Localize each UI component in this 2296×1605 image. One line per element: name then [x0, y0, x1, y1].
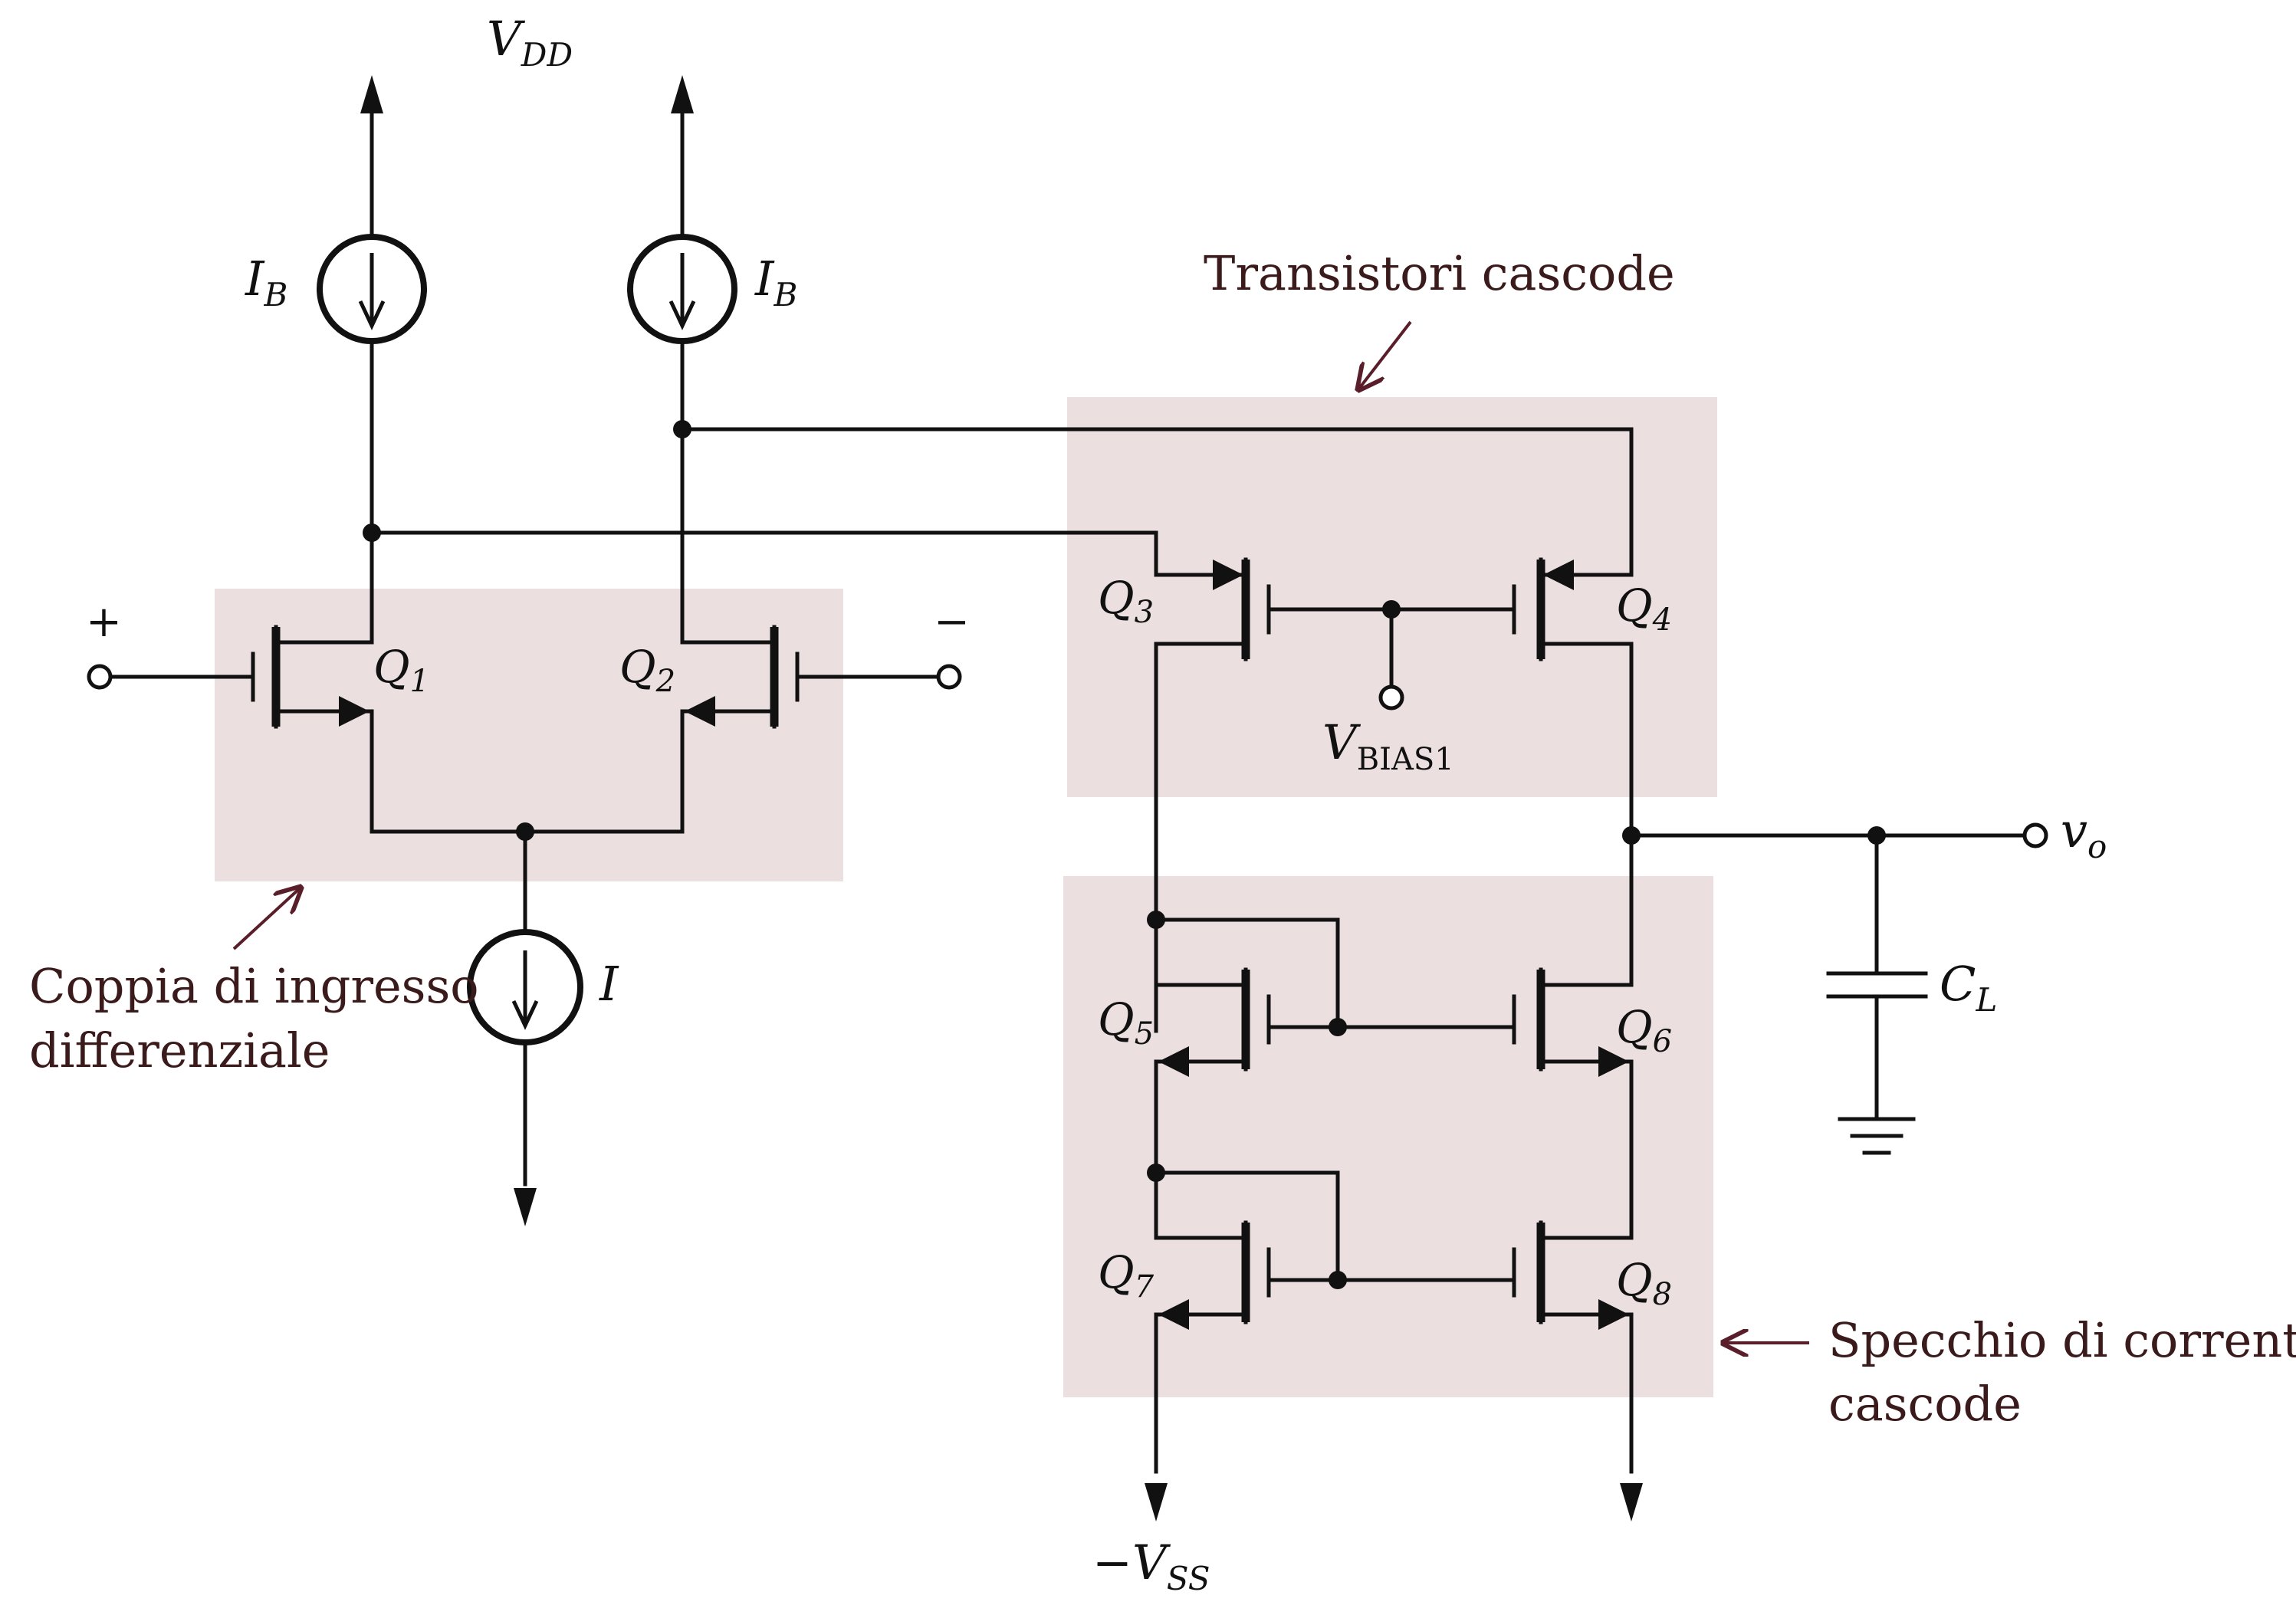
- cl-label: CL: [1940, 956, 1997, 1019]
- channel-bars: [271, 560, 1545, 1322]
- current-source-ib-left: [317, 234, 427, 344]
- current-source-ib-right: [627, 234, 737, 344]
- minus-input-label: −: [934, 597, 970, 647]
- tail-current-label: I: [599, 956, 619, 1012]
- current-source-tail: [467, 929, 583, 1045]
- q7-arrow: [1158, 1299, 1189, 1330]
- vdd-label: VDD: [487, 11, 573, 74]
- minus-input-terminal: [936, 664, 962, 690]
- q2-label: Q2: [619, 641, 675, 699]
- vss-arrow-left: [1145, 1483, 1168, 1521]
- q5-arrow: [1158, 1046, 1189, 1077]
- q6-arrow: [1598, 1046, 1629, 1077]
- vo-label: vo: [2061, 802, 2107, 865]
- ib-right-label: IB: [754, 251, 797, 313]
- cascode-transistors-highlight: [1067, 397, 1717, 797]
- q8-label: Q8: [1616, 1254, 1672, 1312]
- terminals: [87, 664, 2048, 848]
- mirror-annotation-line1: Specchio di corrente: [1828, 1312, 2296, 1368]
- q1-label: Q1: [373, 641, 429, 699]
- mirror-annotation-line2: cascode: [1828, 1376, 2022, 1432]
- diff-pair-annotation-line1: Coppia di ingresso: [29, 958, 479, 1014]
- supply-arrows: [360, 75, 1643, 1521]
- plus-input-terminal: [87, 664, 113, 690]
- plus-input-label: +: [86, 597, 122, 647]
- vo-terminal: [2022, 822, 2048, 848]
- vdd-arrow-right: [671, 75, 694, 113]
- q7-label: Q7: [1098, 1246, 1155, 1305]
- junction-dots: [363, 420, 1886, 1289]
- cascode-transistors-annotation: Transistori cascode: [1204, 245, 1675, 301]
- q4-label: Q4: [1616, 579, 1672, 638]
- vss-arrow-right: [1620, 1483, 1643, 1521]
- q6-label: Q6: [1616, 1001, 1672, 1059]
- q8-arrow: [1598, 1299, 1629, 1330]
- vbias-label: VBIAS1: [1322, 714, 1454, 777]
- q1-arrow: [339, 696, 370, 727]
- vbias-terminal: [1378, 684, 1404, 711]
- q4-arrow: [1543, 560, 1574, 590]
- transistor-arrows: [339, 560, 1629, 1330]
- vss-label: −VSS: [1092, 1534, 1210, 1597]
- q3-label: Q3: [1098, 572, 1154, 630]
- diff-pair-annotation-arrow: [232, 888, 301, 950]
- q2-arrow: [685, 696, 715, 727]
- q5-label: Q5: [1098, 993, 1154, 1052]
- tail-down-arrow: [514, 1188, 537, 1226]
- cascode-transistors-annotation-arrow: [1358, 320, 1412, 389]
- q3-arrow: [1213, 560, 1243, 590]
- vdd-arrow-left: [360, 75, 383, 113]
- ib-left-label: IB: [245, 251, 287, 313]
- diff-pair-annotation-line2: differenziale: [29, 1022, 330, 1078]
